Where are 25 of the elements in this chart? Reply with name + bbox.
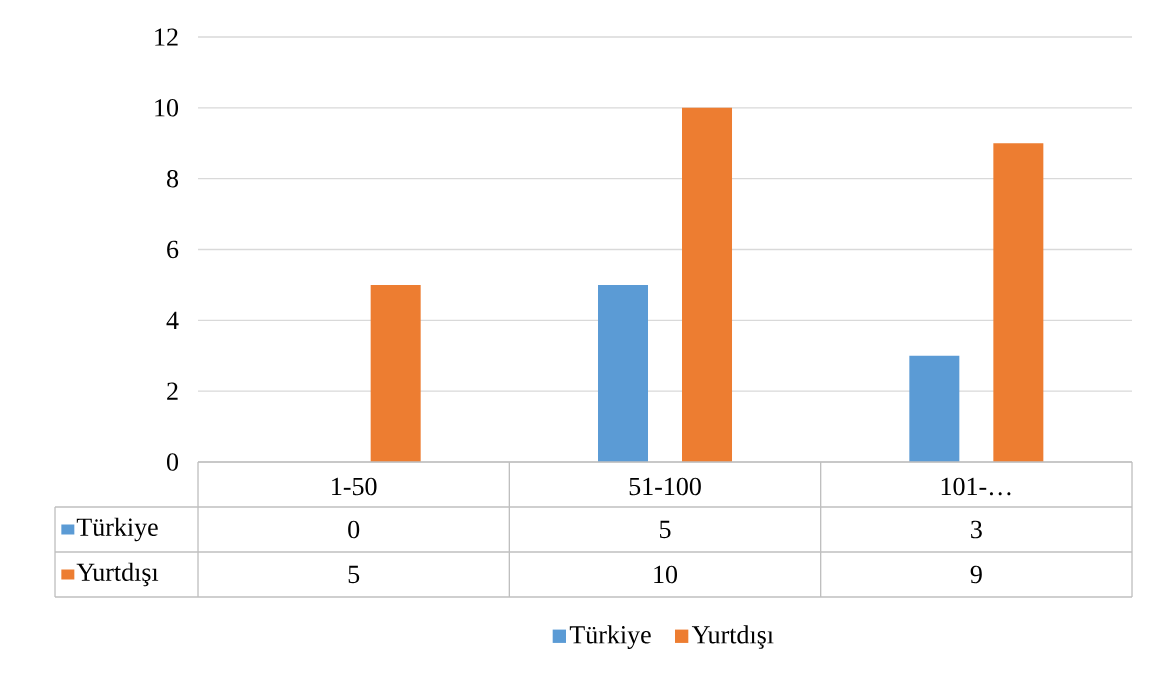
text: Türkiye <box>76 517 158 542</box>
data-label: 3 <box>971 520 982 539</box>
x-tick-label: 1-50 <box>332 477 377 496</box>
y-tick-label: 12 <box>155 28 178 46</box>
data-label: 5 <box>348 565 360 584</box>
y-tick-label: 0 <box>167 453 179 471</box>
bar <box>598 284 649 462</box>
bar <box>993 143 1044 462</box>
x-tick-label: 51-100 <box>629 477 701 496</box>
data-label: 9 <box>970 565 982 584</box>
bar <box>909 355 960 462</box>
data-label: 10 <box>654 565 678 584</box>
data-label: 0 <box>348 520 360 539</box>
y-tick-label: 8 <box>167 169 179 188</box>
y-tick-label: 6 <box>167 240 179 259</box>
legend-label: Türkiye <box>569 625 651 649</box>
y-tick-label: 2 <box>167 382 178 400</box>
bar <box>370 284 421 462</box>
bar <box>682 107 733 462</box>
legend-label: Yurtdışı <box>691 625 774 649</box>
y-tick-label: 10 <box>155 99 179 117</box>
data-label: 5 <box>660 520 671 539</box>
x-tick-label: 101-… <box>941 477 1011 496</box>
text: Yurtdışı <box>76 562 159 587</box>
y-tick-label: 4 <box>166 311 179 329</box>
